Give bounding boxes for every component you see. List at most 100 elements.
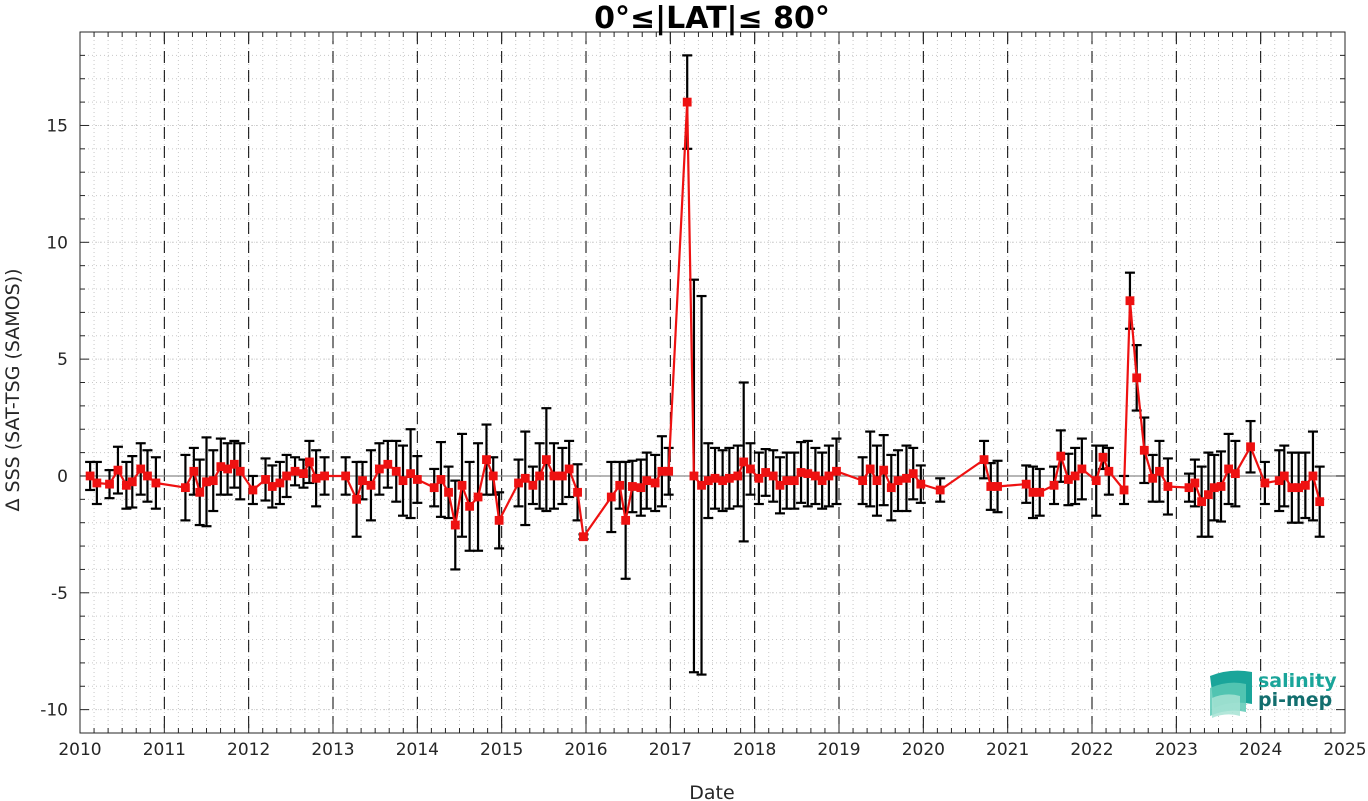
- data-point-marker: [1139, 445, 1149, 455]
- data-point-marker: [689, 471, 699, 481]
- data-point-marker: [817, 476, 827, 486]
- data-point-marker: [1197, 497, 1207, 507]
- data-point-marker: [1216, 482, 1226, 491]
- data-point-marker: [908, 469, 918, 479]
- data-point-marker: [261, 475, 270, 484]
- x-tick-label: 2019: [817, 740, 860, 760]
- data-point-marker: [557, 471, 567, 481]
- data-point-marker: [143, 471, 152, 481]
- plot-frame: [79, 31, 1346, 734]
- data-point-marker: [650, 478, 660, 488]
- data-point-marker: [223, 464, 232, 474]
- data-point-marker: [412, 475, 422, 484]
- data-point-marker: [1056, 451, 1066, 461]
- x-tick-label: 2022: [1070, 740, 1113, 760]
- data-point-marker: [710, 473, 720, 483]
- x-tick-label: 2012: [227, 740, 270, 760]
- data-point-marker: [92, 478, 102, 488]
- data-point-marker: [682, 97, 692, 107]
- data-point-marker: [733, 471, 743, 481]
- data-point-marker: [893, 476, 903, 486]
- data-point-marker: [803, 469, 813, 479]
- data-point-marker: [1224, 464, 1234, 474]
- data-point-marker: [1049, 480, 1059, 490]
- data-point-marker: [789, 476, 799, 486]
- data-point-marker: [391, 466, 401, 476]
- data-point-marker: [436, 475, 446, 484]
- series-markers: [85, 97, 1325, 542]
- logo-line-1: salinity: [1258, 670, 1337, 692]
- data-point-marker: [136, 464, 146, 474]
- x-tick-label: 2010: [58, 740, 101, 760]
- data-point-marker: [1125, 296, 1135, 306]
- data-point-marker: [697, 480, 706, 490]
- data-point-marker: [627, 482, 637, 491]
- data-point-marker: [754, 473, 764, 483]
- data-point-marker: [189, 466, 199, 476]
- grid: [79, 31, 1346, 734]
- data-point-marker: [902, 473, 911, 483]
- data-point-marker: [1203, 490, 1213, 500]
- data-point-marker: [1035, 487, 1045, 497]
- data-point-marker: [181, 483, 190, 493]
- data-point-marker: [573, 487, 582, 497]
- data-point-marker: [541, 455, 551, 465]
- data-point-marker: [782, 476, 792, 486]
- data-point-marker: [341, 471, 351, 481]
- wave-logo-icon: [1210, 670, 1252, 718]
- x-tick-label: 2013: [311, 740, 354, 760]
- data-point-marker: [494, 515, 504, 525]
- data-point-marker: [290, 466, 300, 476]
- data-point-marker: [282, 471, 292, 481]
- data-point-marker: [739, 457, 749, 467]
- x-tick-label: 2011: [143, 740, 186, 760]
- data-point-marker: [761, 468, 771, 477]
- data-point-marker: [606, 492, 616, 502]
- data-point-marker: [520, 473, 530, 483]
- data-point-marker: [642, 476, 652, 486]
- x-tick-label: 2014: [396, 740, 439, 760]
- data-point-marker: [865, 464, 875, 474]
- logo-line-2: pi-mep: [1258, 689, 1332, 711]
- data-point-marker: [879, 465, 889, 475]
- tick-labels: 2010 2011 2012 2013 2014 2015 2016 2017 2018 2019…: [40, 116, 1366, 760]
- data-point-marker: [621, 515, 631, 525]
- data-point-marker: [1148, 473, 1158, 483]
- data-point-marker: [1308, 471, 1318, 481]
- data-point-marker: [1274, 476, 1284, 486]
- data-point-marker: [1184, 483, 1194, 493]
- salinity-pi-mep-logo: salinity pi-mep: [1210, 670, 1337, 718]
- x-tick-label: 2018: [733, 740, 776, 760]
- x-tick-label: 2023: [1155, 740, 1198, 760]
- data-point-marker: [457, 480, 467, 490]
- y-tick-label: -5: [51, 584, 68, 604]
- x-tick-label: 2025: [1323, 740, 1366, 760]
- x-tick-label: 2016: [564, 740, 607, 760]
- data-point-marker: [1315, 497, 1325, 507]
- data-point-marker: [352, 494, 362, 504]
- data-point-marker: [398, 476, 408, 486]
- data-point-marker: [1155, 466, 1164, 476]
- data-point-marker: [768, 471, 778, 481]
- data-point-marker: [311, 473, 321, 483]
- y-tick-label: 10: [46, 233, 68, 253]
- data-point-marker: [664, 466, 674, 476]
- data-point-marker: [858, 476, 868, 486]
- data-point-marker: [235, 466, 245, 476]
- y-tick-label: 15: [46, 116, 68, 136]
- data-point-marker: [488, 471, 498, 481]
- data-point-marker: [85, 471, 95, 481]
- data-point-marker: [267, 482, 277, 491]
- data-point-marker: [872, 476, 882, 486]
- data-point-marker: [1070, 471, 1080, 481]
- data-point-marker: [935, 485, 945, 495]
- data-point-marker: [1279, 471, 1289, 481]
- data-point-marker: [465, 501, 475, 511]
- data-point-marker: [299, 469, 308, 479]
- x-tick-label: 2024: [1239, 740, 1282, 760]
- data-point-marker: [1021, 479, 1031, 489]
- data-point-marker: [775, 480, 785, 490]
- data-point-marker: [406, 469, 415, 479]
- data-point-marker: [1104, 466, 1114, 476]
